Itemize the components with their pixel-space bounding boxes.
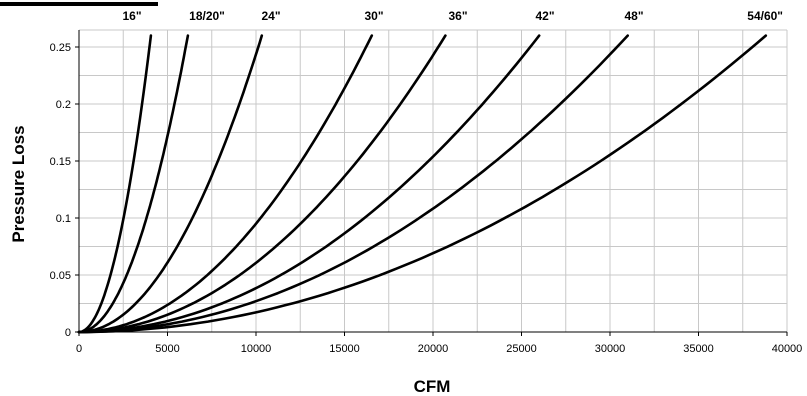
x-tick-label: 5000 xyxy=(155,343,179,355)
series-line xyxy=(77,34,153,334)
x-tick-label: 10000 xyxy=(241,343,272,355)
x-tick-label: 25000 xyxy=(506,343,537,355)
series-line xyxy=(77,34,768,334)
x-axis-title: CFM xyxy=(414,377,451,396)
series-label: 18/20" xyxy=(189,9,225,23)
series-label: 24" xyxy=(261,9,280,23)
series-label: 54/60" xyxy=(747,9,783,23)
series-line xyxy=(77,34,190,334)
series-label: 36" xyxy=(448,9,467,23)
tick-labels: 0 5000 10000 15000 20000 25000 30000 35000 40000… xyxy=(50,42,803,355)
x-tick-label: 40000 xyxy=(772,343,803,355)
series-label: 42" xyxy=(535,9,554,23)
x-tick-label: 20000 xyxy=(418,343,449,355)
series-line xyxy=(77,34,541,334)
series-label: 48" xyxy=(624,9,643,23)
series-labels: 16" 18/20" 24" 30" 36" 42" 48" 54/60" xyxy=(122,9,783,23)
x-tick-label: 30000 xyxy=(595,343,626,355)
x-tick-label: 0 xyxy=(76,343,82,355)
series-label: 30" xyxy=(364,9,383,23)
series-label: 16" xyxy=(122,9,141,23)
series-group xyxy=(77,34,768,334)
y-tick-label: 0.05 xyxy=(50,270,71,282)
series-line xyxy=(77,34,447,334)
grid xyxy=(79,29,788,332)
series-line xyxy=(77,34,374,334)
x-tick-label: 15000 xyxy=(329,343,360,355)
y-tick-label: 0 xyxy=(65,327,71,339)
y-tick-label: 0.25 xyxy=(50,42,71,54)
y-tick-label: 0.1 xyxy=(56,213,71,225)
series-line xyxy=(77,34,264,334)
y-axis-title: Pressure Loss xyxy=(9,125,28,242)
y-tick-label: 0.2 xyxy=(56,99,71,111)
series-line xyxy=(77,34,630,334)
y-tick-label: 0.15 xyxy=(50,156,71,168)
x-tick-label: 35000 xyxy=(683,343,714,355)
